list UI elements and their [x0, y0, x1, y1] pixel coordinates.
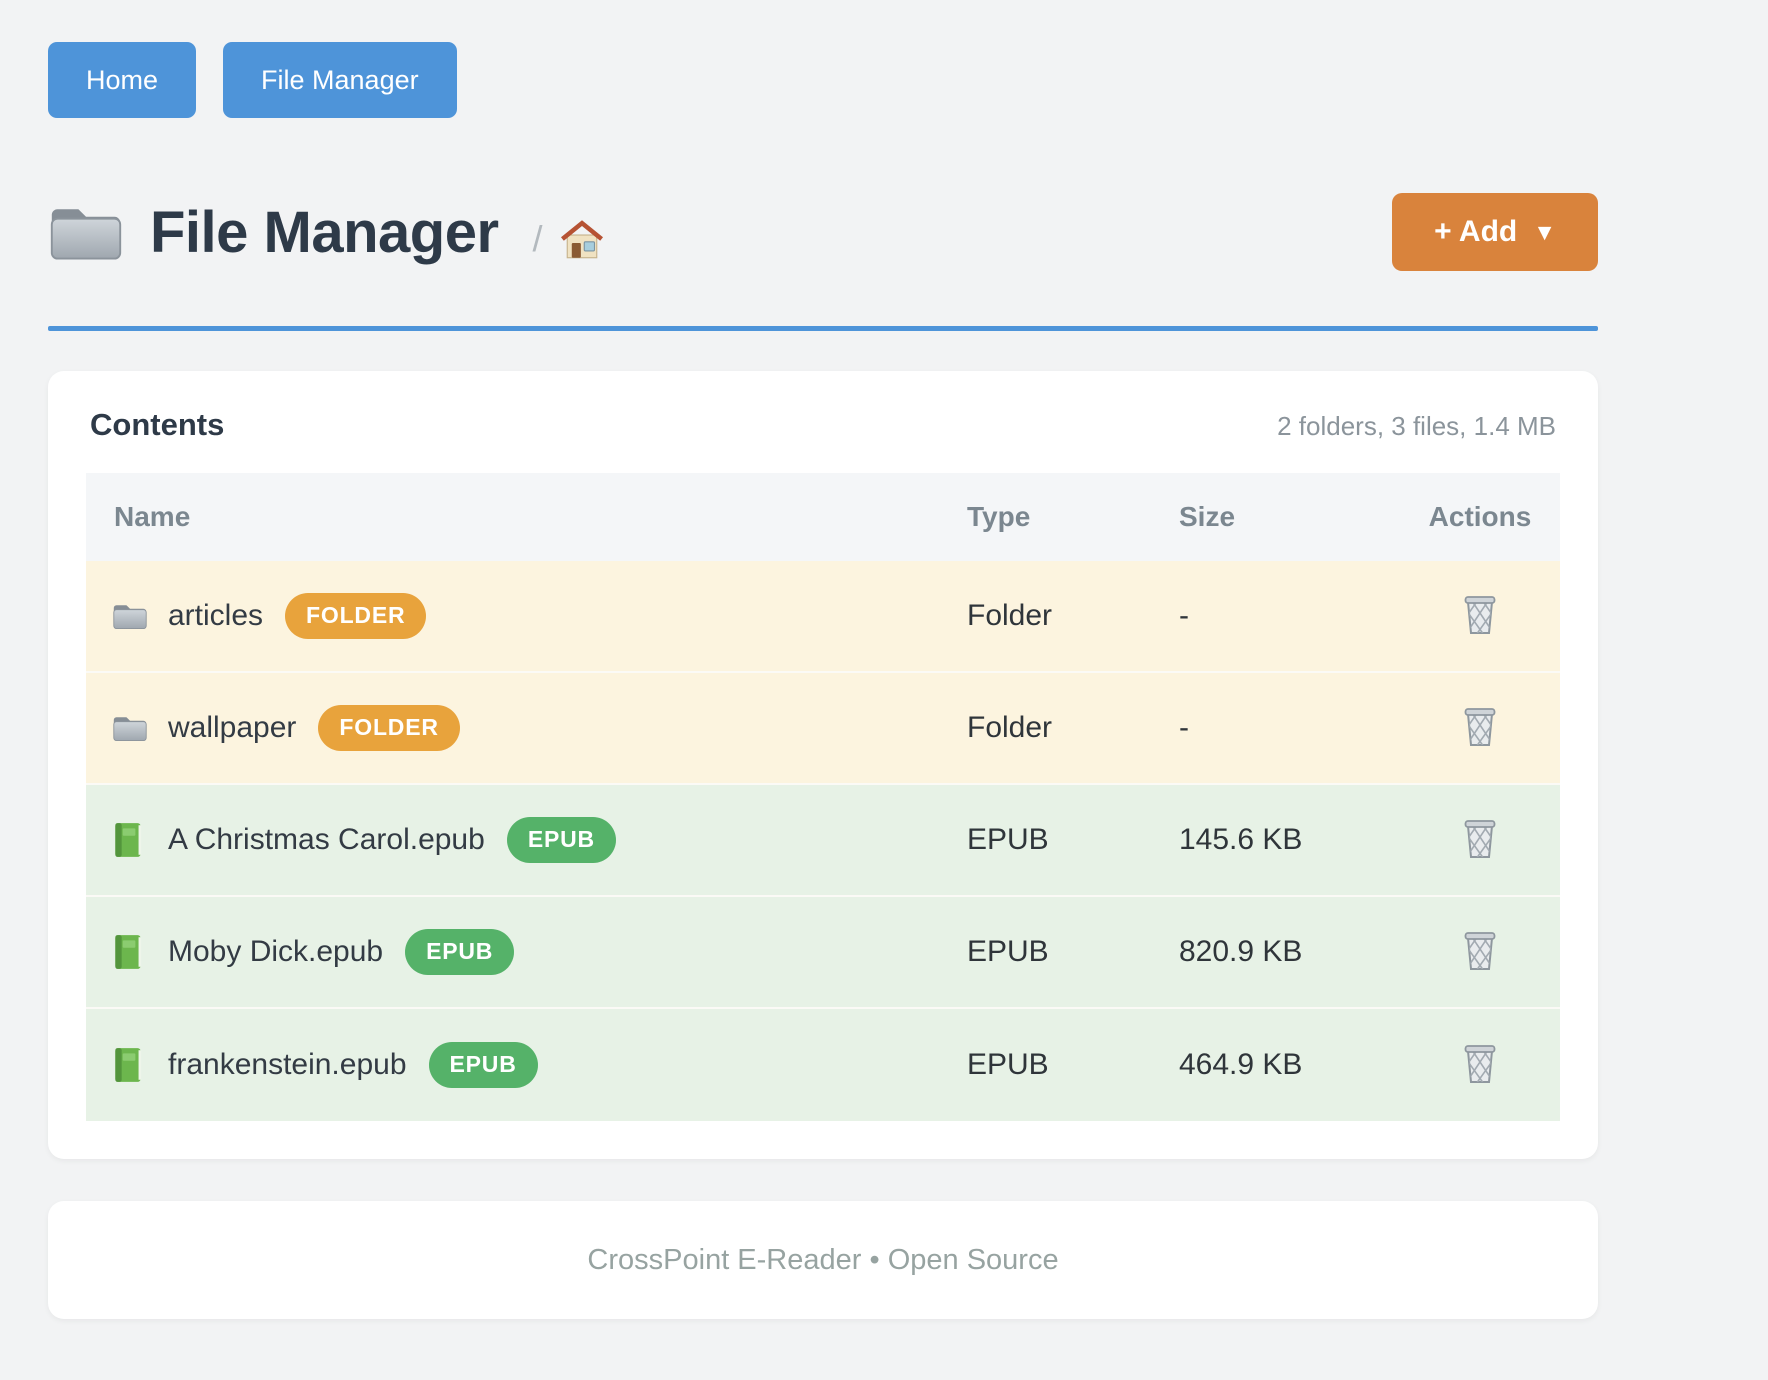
folder-link[interactable]: wallpaper [168, 711, 297, 744]
file-link[interactable]: A Christmas Carol.epub [168, 823, 485, 856]
folder-badge: FOLDER [318, 705, 460, 751]
top-nav: Home File Manager [48, 42, 1598, 118]
table-header-row: Name Type Size Actions [86, 473, 1560, 561]
delete-button[interactable] [1458, 813, 1502, 863]
add-button-label: + Add [1434, 215, 1518, 248]
table-row: articles FOLDER Folder - [86, 561, 1560, 673]
folder-badge: FOLDER [285, 593, 427, 639]
type-cell: EPUB [967, 1048, 1049, 1081]
folder-icon [48, 201, 124, 263]
home-icon[interactable] [559, 218, 605, 260]
book-icon [112, 1048, 148, 1082]
table-row: A Christmas Carol.epub EPUB EPUB 145.6 K… [86, 785, 1560, 897]
file-manager-page: Home File Manager File Manager / + Add ▼… [48, 42, 1598, 1319]
book-icon [112, 823, 148, 857]
page-header: File Manager / + Add ▼ [48, 180, 1598, 284]
epub-badge: EPUB [506, 817, 616, 863]
folder-link[interactable]: articles [168, 599, 264, 632]
file-link[interactable]: Moby Dick.epub [168, 935, 384, 968]
type-cell: EPUB [967, 823, 1049, 856]
delete-button[interactable] [1458, 589, 1502, 639]
trash-icon [1462, 705, 1498, 747]
column-header-type: Type [967, 501, 1031, 532]
trash-icon [1462, 593, 1498, 635]
delete-button[interactable] [1458, 925, 1502, 975]
trash-icon [1462, 817, 1498, 859]
nav-home-button[interactable]: Home [48, 42, 197, 118]
size-cell: 820.9 KB [1179, 935, 1303, 968]
size-cell: - [1179, 711, 1189, 744]
size-cell: 464.9 KB [1179, 1048, 1303, 1081]
trash-icon [1462, 1042, 1498, 1084]
trash-icon [1462, 929, 1498, 971]
book-icon [112, 935, 148, 969]
footer-card: CrossPoint E-Reader • Open Source [48, 1201, 1598, 1319]
file-table: Name Type Size Actions articles FOLDER F… [86, 473, 1560, 1121]
table-row: frankenstein.epub EPUB EPUB 464.9 KB [86, 1009, 1560, 1121]
column-header-size: Size [1179, 501, 1236, 532]
type-cell: Folder [967, 711, 1053, 744]
table-row: wallpaper FOLDER Folder - [86, 673, 1560, 785]
contents-summary: 2 folders, 3 files, 1.4 MB [1277, 411, 1556, 441]
header-divider [48, 326, 1598, 331]
column-header-actions: Actions [1428, 501, 1532, 532]
nav-file-manager-button[interactable]: File Manager [223, 42, 457, 118]
folder-icon [112, 711, 148, 745]
chevron-down-icon: ▼ [1533, 218, 1556, 245]
epub-badge: EPUB [405, 929, 515, 975]
delete-button[interactable] [1458, 1038, 1502, 1088]
size-cell: - [1179, 599, 1189, 632]
type-cell: Folder [967, 599, 1053, 632]
breadcrumb-separator: / [532, 218, 543, 259]
file-link[interactable]: frankenstein.epub [168, 1048, 407, 1081]
contents-heading: Contents [90, 407, 225, 442]
breadcrumb: / [533, 218, 605, 260]
add-button[interactable]: + Add ▼ [1392, 193, 1598, 271]
type-cell: EPUB [967, 935, 1049, 968]
delete-button[interactable] [1458, 701, 1502, 751]
table-row: Moby Dick.epub EPUB EPUB 820.9 KB [86, 897, 1560, 1009]
page-title: File Manager [150, 199, 499, 265]
folder-icon [112, 599, 148, 633]
contents-card: Contents 2 folders, 3 files, 1.4 MB Name… [48, 371, 1598, 1159]
footer-text: CrossPoint E-Reader • Open Source [587, 1243, 1059, 1276]
epub-badge: EPUB [428, 1042, 538, 1088]
column-header-name: Name [114, 501, 191, 532]
size-cell: 145.6 KB [1179, 823, 1303, 856]
